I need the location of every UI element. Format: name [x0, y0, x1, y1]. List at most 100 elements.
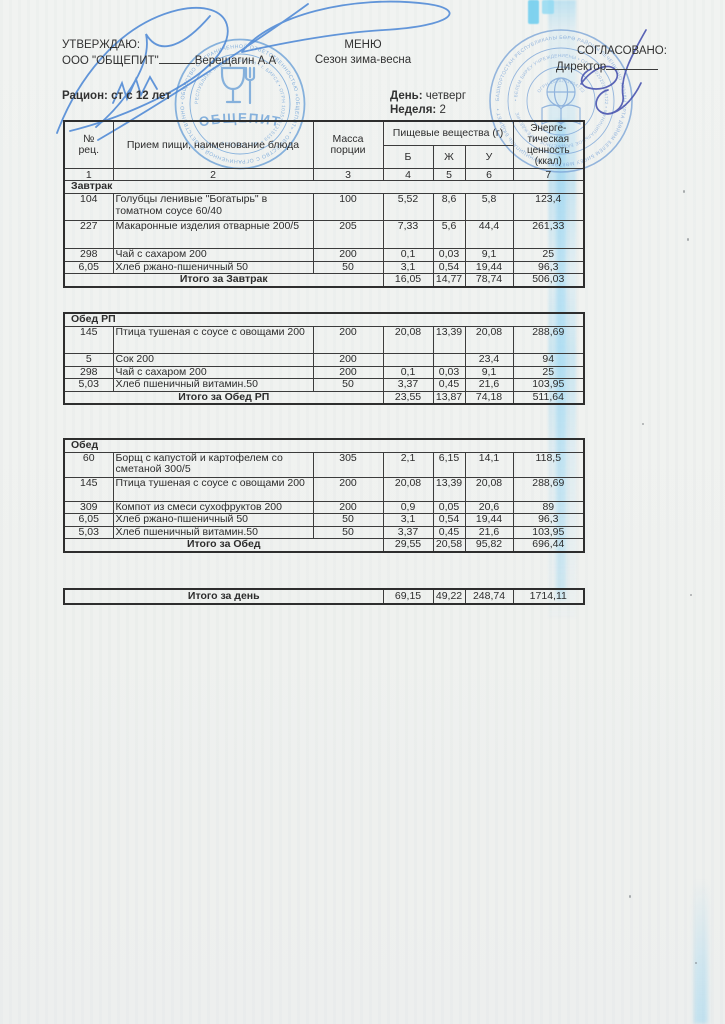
section-title-row: Завтрак: [63, 180, 585, 194]
protein-value: 3,1: [382, 513, 434, 527]
menu-row: 145 Птица тушеная с соусе с овощами 200 20…: [63, 325, 585, 354]
protein-value: 3,37: [382, 378, 434, 392]
section-title: Обед РП: [63, 312, 585, 327]
carb-value: 9,1: [464, 365, 514, 379]
portion-mass: 305: [312, 451, 384, 478]
carb-value: 21,6: [464, 525, 514, 539]
dish-name: Макаронные изделия отварные 200/5: [112, 220, 314, 249]
fat-value: 0,03: [432, 248, 466, 262]
carb-value: 20,08: [464, 476, 514, 502]
protein-value: 5,52: [382, 193, 434, 221]
day-total-value: 1714,11: [512, 588, 585, 605]
fat-value: 0,45: [432, 525, 466, 539]
portion-mass: 200: [312, 365, 384, 379]
section-total-value: 95,82: [464, 538, 514, 552]
protein-value: 20,08: [382, 476, 434, 502]
protein-value: 0,9: [382, 500, 434, 514]
fat-value: 13,39: [432, 476, 466, 502]
recipe-number: 227: [63, 220, 114, 249]
column-number: 6: [464, 168, 514, 181]
section-total-row: Итого за Обед РП 23,55 13,87 74,18 511,64: [63, 390, 585, 405]
col-header-fat: Ж: [432, 145, 466, 169]
portion-mass: 200: [312, 325, 384, 354]
portion-mass: 200: [312, 352, 384, 367]
menu-row: 5,03 Хлеб пшеничный витамин.50 50 3,37 0,45 2…: [63, 378, 585, 392]
column-number: 7: [512, 168, 585, 181]
carb-value: 9,1: [464, 248, 514, 262]
ration-label: Рацион:: [62, 90, 108, 102]
menu-row: 5,03 Хлеб пшеничный витамин.50 50 3,37 0,45 2…: [63, 525, 585, 539]
section-total-value: 74,18: [464, 390, 514, 405]
menu-table-breakfast: № рец. Прием пищи, наименование блюда Масса…: [63, 120, 586, 288]
day-total-label: Итого за день: [63, 588, 384, 605]
fat-value: [432, 352, 466, 367]
section-total-value: 696,44: [512, 538, 585, 552]
week-line: Неделя: 2: [390, 103, 446, 117]
kcal-value: 288,69: [512, 476, 585, 502]
kcal-value: 25: [512, 248, 585, 262]
kcal-value: 89: [512, 500, 585, 514]
portion-mass: 200: [312, 476, 384, 502]
carb-value: 19,44: [464, 260, 514, 274]
dish-name: Птица тушеная с соусе с овощами 200: [112, 476, 314, 502]
fat-value: 8,6: [432, 193, 466, 221]
kcal-value: 103,95: [512, 378, 585, 392]
section-total-value: 20,58: [432, 538, 466, 552]
recipe-number: 145: [63, 325, 114, 354]
menu-row: 309 Компот из смеси сухофруктов 200 200 0,9…: [63, 500, 585, 514]
dish-name: Хлеб ржано-пшеничный 50: [112, 260, 314, 274]
kcal-value: 96,3: [512, 513, 585, 527]
col-header-carb: У: [464, 145, 514, 169]
column-number: 3: [312, 168, 384, 181]
approve-org: ООО "ОБЩЕПИТ": [62, 55, 159, 67]
fat-value: 0,54: [432, 513, 466, 527]
agree-label: СОГЛАСОВАНО:: [577, 45, 667, 57]
menu-row: 6,05 Хлеб ржано-пшеничный 50 50 3,1 0,54 19,4…: [63, 260, 585, 274]
section-total-label: Итого за Обед: [63, 538, 384, 552]
menu-row: 227 Макаронные изделия отварные 200/5 205 7…: [63, 220, 585, 249]
kcal-value: 123,4: [512, 193, 585, 221]
fat-value: 6,15: [432, 451, 466, 478]
section-total-value: 14,77: [432, 273, 466, 287]
fat-value: 0,45: [432, 378, 466, 392]
day-label: День:: [390, 90, 423, 102]
approve-label: УТВЕРЖДАЮ:: [62, 39, 141, 51]
protein-value: [382, 352, 434, 367]
portion-mass: 205: [312, 220, 384, 249]
protein-value: 3,1: [382, 260, 434, 274]
day-total-table: Итого за день 69,15 49,22 248,74 1714,11: [63, 588, 586, 605]
protein-value: 0,1: [382, 248, 434, 262]
fat-value: 0,03: [432, 365, 466, 379]
kcal-value: 94: [512, 352, 585, 367]
recipe-number: 60: [63, 451, 114, 478]
portion-mass: 100: [312, 193, 384, 221]
section-title-row: Обед РП: [63, 312, 585, 327]
kcal-value: 25: [512, 365, 585, 379]
menu-table-lunch-rp: Обед РП 145 Птица тушеная с соусе с овощам…: [63, 312, 586, 405]
recipe-number: 6,05: [63, 260, 114, 274]
kcal-value: 288,69: [512, 325, 585, 354]
portion-mass: 50: [312, 260, 384, 274]
ration-value: ст с 12 лет: [111, 90, 171, 102]
kcal-value: 96,3: [512, 260, 585, 274]
fat-value: 0,05: [432, 500, 466, 514]
glass-fork-icon: [220, 66, 256, 105]
carb-value: 14,1: [464, 451, 514, 478]
section-title: Завтрак: [63, 180, 585, 194]
dish-name: Компот из смеси сухофруктов 200: [112, 500, 314, 514]
recipe-number: 6,05: [63, 513, 114, 527]
section-total-row: Итого за Обед 29,55 20,58 95,82 696,44: [63, 538, 585, 552]
carb-value: 21,6: [464, 378, 514, 392]
day-value: четверг: [425, 90, 467, 102]
menu-row: 6,05 Хлеб ржано-пшеничный 50 50 3,1 0,54 19,4…: [63, 513, 585, 527]
menu-row: 298 Чай с сахаром 200 200 0,1 0,03 9,1 25: [63, 365, 585, 379]
scan-speck: [690, 594, 692, 596]
day-total-value: 49,22: [432, 588, 466, 605]
signature-line: [606, 59, 659, 70]
column-number: 5: [432, 168, 466, 181]
menu-row: 145 Птица тушеная с соусе с овощами 200 20…: [63, 476, 585, 502]
column-number: 4: [382, 168, 434, 181]
menu-table-lunch: Обед 60 Борщ с капустой и картофелем со см…: [63, 438, 586, 553]
